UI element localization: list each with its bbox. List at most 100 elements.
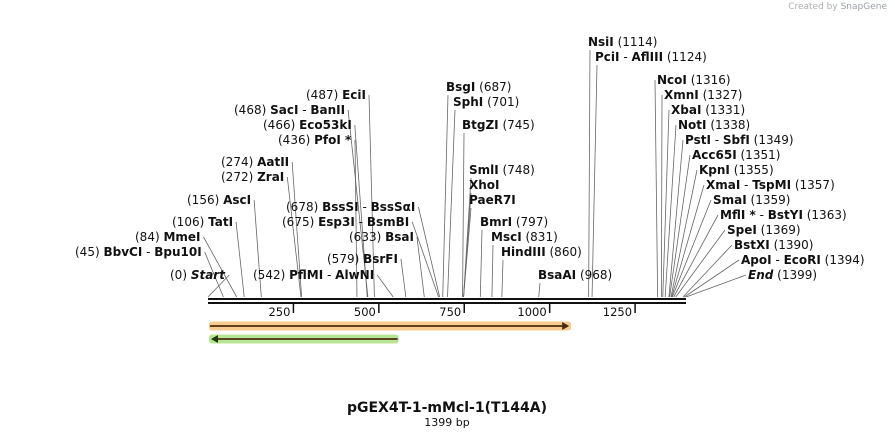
svg-text:(466) Eco53kI: (466) Eco53kI: [263, 118, 352, 132]
site-ncoi[interactable]: NcoI (1316): [657, 73, 731, 87]
site-bsgi[interactable]: BsgI (687): [446, 80, 511, 94]
site-kpni[interactable]: KpnI (1355): [699, 163, 774, 177]
svg-text:NsiI (1114): NsiI (1114): [588, 35, 657, 49]
site-pfoi[interactable]: (436) PfoI *: [278, 133, 352, 147]
svg-text:NcoI (1316): NcoI (1316): [657, 73, 731, 87]
site-spei[interactable]: SpeI (1369): [727, 223, 801, 237]
svg-text:(678) BssSI - BssSαI: (678) BssSI - BssSαI: [286, 200, 415, 214]
leader-line: [447, 109, 456, 298]
leader-line: [479, 229, 483, 298]
svg-text:ApoI - EcoRI (1394): ApoI - EcoRI (1394): [741, 253, 865, 267]
svg-text:(579) BsrFI: (579) BsrFI: [327, 252, 398, 266]
site-start[interactable]: (0) Start: [170, 268, 226, 282]
site-eco53ki[interactable]: (466) Eco53kI: [263, 118, 352, 132]
leader-line: [685, 274, 747, 298]
site-acc65i[interactable]: Acc65I (1351): [692, 148, 780, 162]
site-labels: (0) Start (45) BbvCI - Bpu10I(84) MmeI(10…: [75, 35, 865, 282]
orange-arrow[interactable]: [209, 321, 572, 331]
svg-text:XhoI: XhoI: [469, 178, 500, 192]
svg-text:BtgZI (745): BtgZI (745): [462, 118, 535, 132]
svg-text:XmaI - TspMI (1357): XmaI - TspMI (1357): [706, 178, 835, 192]
site-xbai[interactable]: XbaI (1331): [671, 103, 745, 117]
leader-line: [491, 244, 494, 298]
site-asci[interactable]: (156) AscI: [187, 193, 251, 207]
site-psti[interactable]: PstI - SbfI (1349): [685, 133, 794, 147]
leader-line: [501, 259, 504, 298]
svg-text:(272) ZraI: (272) ZraI: [221, 170, 284, 184]
leader-line: [654, 79, 659, 298]
site-mmei[interactable]: (84) MmeI: [135, 230, 201, 244]
site-smli[interactable]: SmlI (748): [469, 163, 535, 177]
svg-text:(45) BbvCI - Bpu10I: (45) BbvCI - Bpu10I: [75, 245, 202, 259]
leader-line: [668, 139, 684, 298]
svg-text:KpnI (1355): KpnI (1355): [699, 163, 774, 177]
leader-line: [418, 206, 441, 298]
site-mfli[interactable]: MflI * - BstYI (1363): [720, 208, 847, 222]
leader-line: [684, 259, 740, 298]
plasmid-title: pGEX4T-1-mMcl-1(T144A): [347, 400, 547, 416]
green-arrow[interactable]: [209, 334, 399, 344]
site-apoi[interactable]: ApoI - EcoRI (1394): [741, 253, 865, 267]
scale-tick-label: 500: [354, 305, 376, 319]
svg-text:SmlI (748): SmlI (748): [469, 163, 535, 177]
snapgene-logo-text: SnapGene: [840, 2, 887, 12]
site-nsii[interactable]: NsiI (1114): [588, 35, 657, 49]
scale-tick-label: 1250: [603, 305, 632, 319]
site-aatii[interactable]: (274) AatII: [221, 155, 289, 169]
leader-line: [204, 251, 224, 298]
leader-line: [416, 236, 425, 298]
site-zrai[interactable]: (272) ZraI: [221, 170, 284, 184]
scale-tick-label: 250: [268, 305, 290, 319]
site-msci[interactable]: MscI (831): [491, 230, 558, 244]
site-pcii[interactable]: PciI - AflIII (1124): [595, 50, 707, 64]
site-noti[interactable]: NotI (1338): [678, 118, 750, 132]
svg-text:(0) Start: (0) Start: [170, 268, 226, 282]
snapgene-credit: Created by SnapGene: [788, 2, 887, 12]
site-btgzi[interactable]: BtgZI (745): [462, 118, 535, 132]
site-bsrfi[interactable]: (579) BsrFI: [327, 252, 398, 266]
leader-line: [682, 244, 733, 298]
site-paer7i[interactable]: PaeR7I: [469, 193, 516, 207]
leader-line: [411, 221, 440, 298]
svg-text:(675) Esp3I - BsmBI: (675) Esp3I - BsmBI: [282, 215, 409, 229]
site-bmri[interactable]: BmrI (797): [480, 215, 548, 229]
leader-line: [203, 236, 238, 298]
leader-line: [253, 199, 262, 298]
site-hindiii[interactable]: HindIII (860): [501, 245, 582, 259]
site-bstxi[interactable]: BstXI (1390): [734, 238, 813, 252]
site-bbvci[interactable]: (45) BbvCI - Bpu10I: [75, 245, 202, 259]
site-xmni[interactable]: XmnI (1327): [664, 88, 742, 102]
svg-text:(156) AscI: (156) AscI: [187, 193, 251, 207]
site-xmai[interactable]: XmaI - TspMI (1357): [706, 178, 835, 192]
scale-ticks: 250 500 750 1000 1250: [268, 303, 636, 319]
svg-text:(274) AatII: (274) AatII: [221, 155, 289, 169]
site-smai[interactable]: SmaI (1359): [713, 193, 790, 207]
svg-text:BmrI (797): BmrI (797): [480, 215, 548, 229]
leader-line: [588, 49, 591, 298]
svg-text:(633) BsaI: (633) BsaI: [349, 230, 414, 244]
svg-text:(468) SacI - BanII: (468) SacI - BanII: [234, 103, 345, 117]
site-tati[interactable]: (106) TatI: [172, 215, 233, 229]
leader-line: [347, 109, 369, 298]
svg-text:HindIII (860): HindIII (860): [501, 245, 582, 259]
site-ecii[interactable]: (487) EciI: [306, 88, 366, 102]
site-bsssi[interactable]: (678) BssSI - BssSαI: [286, 200, 415, 214]
site-pflmi[interactable]: (542) PflMI - AlwNI: [253, 268, 374, 282]
site-bsaai[interactable]: BsaAI (968): [538, 268, 612, 282]
svg-text:XbaI (1331): XbaI (1331): [671, 103, 745, 117]
site-sphi[interactable]: SphI (701): [453, 95, 519, 109]
leader-line: [664, 124, 677, 298]
site-esp3i[interactable]: (675) Esp3I - BsmBI: [282, 215, 409, 229]
svg-text:BsaAI (968): BsaAI (968): [538, 268, 612, 282]
leader-line: [286, 176, 302, 298]
site-bsai[interactable]: (633) BsaI: [349, 230, 414, 244]
leader-line: [662, 109, 670, 298]
site-saci[interactable]: (468) SacI - BanII: [234, 103, 345, 117]
leader-lines: [203, 49, 747, 298]
leader-line: [670, 169, 698, 298]
site-end[interactable]: End (1399): [748, 268, 817, 282]
svg-text:PciI - AflIII (1124): PciI - AflIII (1124): [595, 50, 707, 64]
svg-text:SpeI (1369): SpeI (1369): [727, 223, 801, 237]
site-xhoi[interactable]: XhoI: [469, 178, 500, 192]
